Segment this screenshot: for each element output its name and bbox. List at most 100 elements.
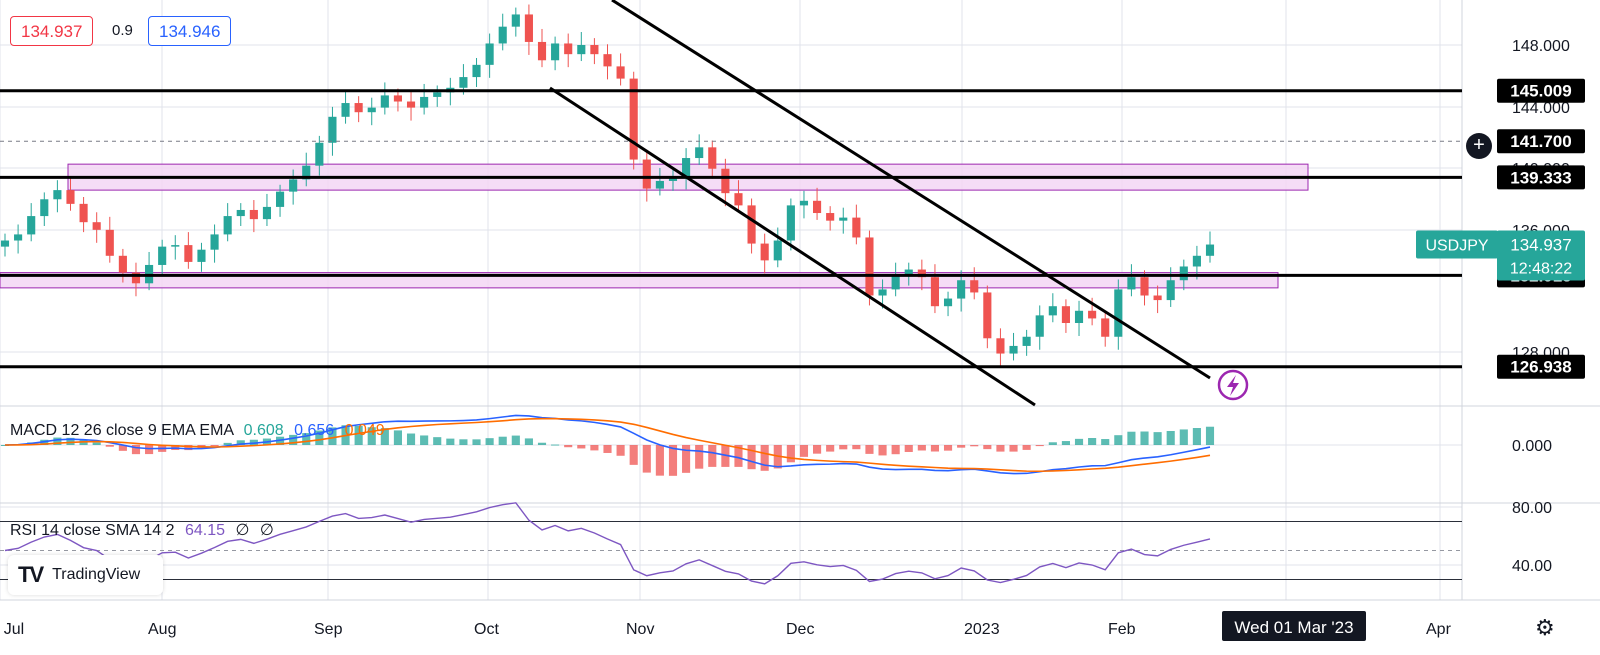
candle-body: [695, 147, 704, 159]
macd-histogram-bar: [446, 438, 455, 445]
ask-price-button[interactable]: 134.946: [148, 16, 232, 46]
tradingview-logo[interactable]: TV TradingView: [8, 555, 163, 595]
price-level-tag: [1497, 78, 1585, 103]
candle-body: [590, 45, 599, 55]
candle-body: [760, 243, 769, 261]
rsi-title: RSI 14 close SMA 14 2: [10, 522, 175, 539]
channel-upper-line: [611, 0, 1211, 380]
macd-histogram-bar: [799, 445, 809, 457]
rsi-legend[interactable]: RSI 14 close SMA 14 2 64.15 ∅ ∅: [10, 520, 274, 540]
candle-body: [40, 199, 49, 217]
candle-body: [0, 240, 10, 247]
candle-body: [1074, 310, 1084, 324]
macd-histogram-bar: [668, 445, 678, 476]
macd-title: MACD 12 26 close 9 EMA EMA: [10, 422, 234, 439]
candle-body: [813, 200, 822, 214]
candle-body: [708, 147, 717, 169]
candle-body: [1153, 295, 1162, 301]
macd-histogram-bar: [642, 445, 651, 473]
price-axis: 148.000144.000140.000136.000128.000145.0…: [1416, 38, 1585, 575]
macd-histogram-bar: [354, 425, 363, 445]
candle-body: [734, 193, 743, 206]
candle-body: [616, 66, 625, 79]
macd-histogram-bar: [498, 436, 507, 445]
time-axis-label: Aug: [148, 621, 176, 638]
candle-body: [878, 289, 887, 296]
candle-body: [904, 269, 913, 276]
macd-histogram-bar: [826, 445, 835, 452]
macd-histogram-bar: [184, 445, 193, 451]
bid-price-button[interactable]: 134.937: [10, 16, 94, 46]
candle-body: [131, 272, 141, 284]
macd-histogram-bar: [420, 435, 429, 445]
rsi-pane: [0, 502, 1462, 585]
macd-histogram-bar: [223, 442, 232, 445]
candle-body: [721, 168, 730, 194]
macd-histogram-bar: [328, 427, 337, 445]
candle-body: [1114, 289, 1123, 337]
tv-logo-icon: TV: [18, 562, 44, 587]
macd-histogram-bar: [1061, 441, 1070, 445]
candle-body: [970, 280, 979, 293]
macd-histogram-bar: [590, 445, 599, 451]
candle-body: [328, 116, 337, 143]
macd-histogram-bar: [1153, 432, 1162, 445]
macd-histogram-bar: [1114, 435, 1123, 445]
candle-body: [197, 249, 206, 262]
macd-histogram-bar: [1140, 431, 1149, 445]
price-level-tag-text: 141.700: [1510, 132, 1571, 151]
macd-histogram-bar: [66, 437, 75, 445]
price-level-tag: [1497, 165, 1585, 190]
candle-body: [629, 78, 638, 160]
symbol-tag: [1416, 230, 1498, 259]
macd-histogram-bar: [485, 438, 494, 445]
price-tick-label: 148.000: [1512, 38, 1570, 55]
gear-icon[interactable]: ⚙: [1535, 615, 1555, 640]
macd-histogram-bar: [682, 445, 691, 473]
macd-legend[interactable]: MACD 12 26 close 9 EMA EMA 0.608 0.656 0…: [10, 422, 385, 440]
macd-histogram-bar: [930, 445, 940, 452]
candle-body: [1022, 336, 1031, 346]
macd-histogram-bar: [537, 442, 547, 445]
candle-body: [773, 240, 782, 261]
macd-histogram-bar: [131, 445, 141, 455]
candle-body: [118, 255, 127, 273]
candle-body: [420, 96, 429, 108]
last-price-text: 134.937: [1510, 236, 1571, 255]
rsi-extra-2: ∅: [259, 522, 274, 539]
candle-body: [865, 237, 874, 296]
candle-body: [983, 292, 992, 339]
support-resistance-zones: [0, 163, 1309, 289]
candle-body: [249, 209, 258, 220]
crosshair-date-text: Wed 01 Mar '23: [1234, 618, 1353, 637]
candle-body: [930, 277, 940, 307]
macd-histogram-bar: [1127, 431, 1136, 445]
candle-body: [1101, 318, 1110, 337]
macd-histogram-bar: [865, 445, 874, 454]
candle-body: [341, 103, 350, 117]
candle-body: [184, 245, 193, 262]
macd-axis-tick: 0.000: [1512, 438, 1552, 455]
time-axis-label: Feb: [1108, 621, 1136, 638]
macd-histogram-bar: [616, 445, 625, 456]
rsi-value: 64.15: [184, 522, 226, 539]
candle-body: [105, 229, 114, 256]
add-level-icon[interactable]: +: [1466, 133, 1492, 159]
macd-histogram-bar: [734, 445, 743, 467]
candle-body: [485, 43, 494, 65]
macd-histogram-bar: [760, 445, 769, 471]
macd-histogram-bar: [210, 445, 219, 447]
price-level-tag: [1497, 354, 1585, 379]
macd-histogram-bar: [105, 445, 114, 447]
candle-body: [1061, 306, 1070, 324]
time-axis-label: Nov: [626, 621, 654, 638]
candle-body: [747, 205, 756, 244]
candle-body: [236, 209, 245, 217]
macd-histogram-bar: [433, 437, 442, 445]
macd-histogram-bar: [603, 445, 612, 453]
candle-body: [1127, 277, 1136, 290]
macd-histogram-bar: [315, 430, 324, 445]
candle-body: [406, 101, 416, 108]
macd-histogram-bar: [813, 445, 822, 454]
